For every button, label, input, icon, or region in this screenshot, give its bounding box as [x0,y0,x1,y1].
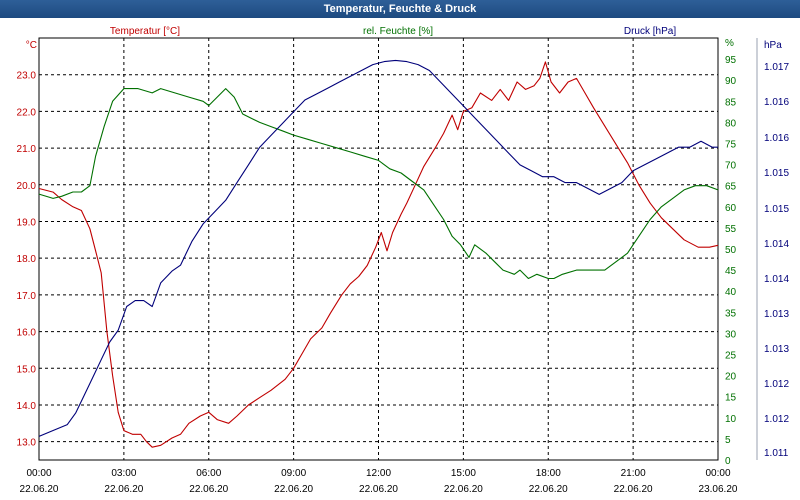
humidity-tick-label: 60 [725,203,737,214]
temperature-axis-title: Temperatur [°C] [110,26,180,37]
x-tick-date: 22.06.20 [104,484,143,495]
humidity-tick-label: 95 [725,55,737,66]
x-tick-date: 22.06.20 [274,484,313,495]
humidity-tick-label: 80 [725,118,737,129]
x-tick-date: 22.06.20 [359,484,398,495]
series-line-humidity [38,88,719,280]
pressure-tick-label: 1.012 [764,379,789,390]
temperature-tick-label: 18.0 [17,254,37,265]
pressure-axis-title: Druck [hPa] [624,26,676,37]
humidity-tick-label: % [725,38,734,49]
humidity-tick-label: 5 [725,435,731,446]
temperature-tick-label: 21.0 [17,144,37,155]
x-tick-time: 06:00 [196,468,221,479]
humidity-tick-label: 35 [725,308,737,319]
humidity-tick-label: 0 [725,456,731,467]
humidity-tick-label: 55 [725,224,737,235]
pressure-tick-label: 1.014 [764,274,789,285]
humidity-tick-label: 85 [725,97,737,108]
x-tick-time: 09:00 [281,468,306,479]
pressure-tick-label: 1.013 [764,309,789,320]
pressure-tick-label: 1.016 [764,97,789,108]
temperature-tick-label: 13.0 [17,438,37,449]
humidity-tick-label: 50 [725,245,737,256]
x-tick-time: 00:00 [26,468,51,479]
series-line-temperature [38,61,719,448]
humidity-tick-label: 75 [725,140,737,151]
x-tick-time: 00:00 [705,468,730,479]
temperature-tick-label: 20.0 [17,181,37,192]
series-line-pressure [38,59,718,437]
pressure-tick-label: 1.016 [764,133,789,144]
temperature-tick-label: 19.0 [17,217,37,228]
pressure-tick-label: 1.017 [764,62,789,73]
pressure-tick-label: 1.013 [764,344,789,355]
temperature-tick-label: 14.0 [17,401,37,412]
humidity-tick-label: 65 [725,182,737,193]
pressure-tick-label: 1.012 [764,414,789,425]
x-tick-date: 23.06.20 [699,484,738,495]
humidity-tick-label: 25 [725,351,737,362]
humidity-tick-label: 70 [725,161,737,172]
chart: 13.0 14.0 15.0 16.0 17.0 18.0 19.0 20.0 21.0 22.0… [17,26,790,495]
humidity-tick-label: 45 [725,266,737,277]
x-tick-date: 22.06.20 [189,484,228,495]
temperature-tick-label: 16.0 [17,328,37,339]
humidity-tick-label: 15 [725,393,737,404]
x-tick-date: 22.06.20 [444,484,483,495]
temperature-tick-label: 17.0 [17,291,37,302]
humidity-tick-label: 20 [725,372,737,383]
temperature-tick-label: 23.0 [17,71,37,82]
humidity-axis-title: rel. Feuchte [%] [363,26,433,37]
window-title: Temperatur, Feuchte & Druck [0,0,800,18]
temperature-unit-label: °C [26,40,37,51]
pressure-tick-label: 1.014 [764,239,789,250]
x-tick-date: 22.06.20 [20,484,59,495]
x-tick-time: 12:00 [366,468,391,479]
humidity-tick-label: 10 [725,414,737,425]
pressure-tick-label: 1.011 [764,448,789,459]
temperature-tick-label: 15.0 [17,364,37,375]
x-tick-time: 03:00 [111,468,136,479]
x-tick-time: 15:00 [451,468,476,479]
pressure-unit-label: hPa [764,40,782,51]
x-tick-time: 18:00 [536,468,561,479]
humidity-tick-label: 40 [725,287,737,298]
pressure-tick-label: 1.015 [764,204,789,215]
x-tick-date: 22.06.20 [529,484,568,495]
humidity-tick-label: 90 [725,76,737,87]
temperature-tick-label: 22.0 [17,107,37,118]
pressure-tick-label: 1.015 [764,168,789,179]
humidity-tick-label: 30 [725,329,737,340]
x-tick-date: 22.06.20 [614,484,653,495]
x-tick-time: 21:00 [621,468,646,479]
